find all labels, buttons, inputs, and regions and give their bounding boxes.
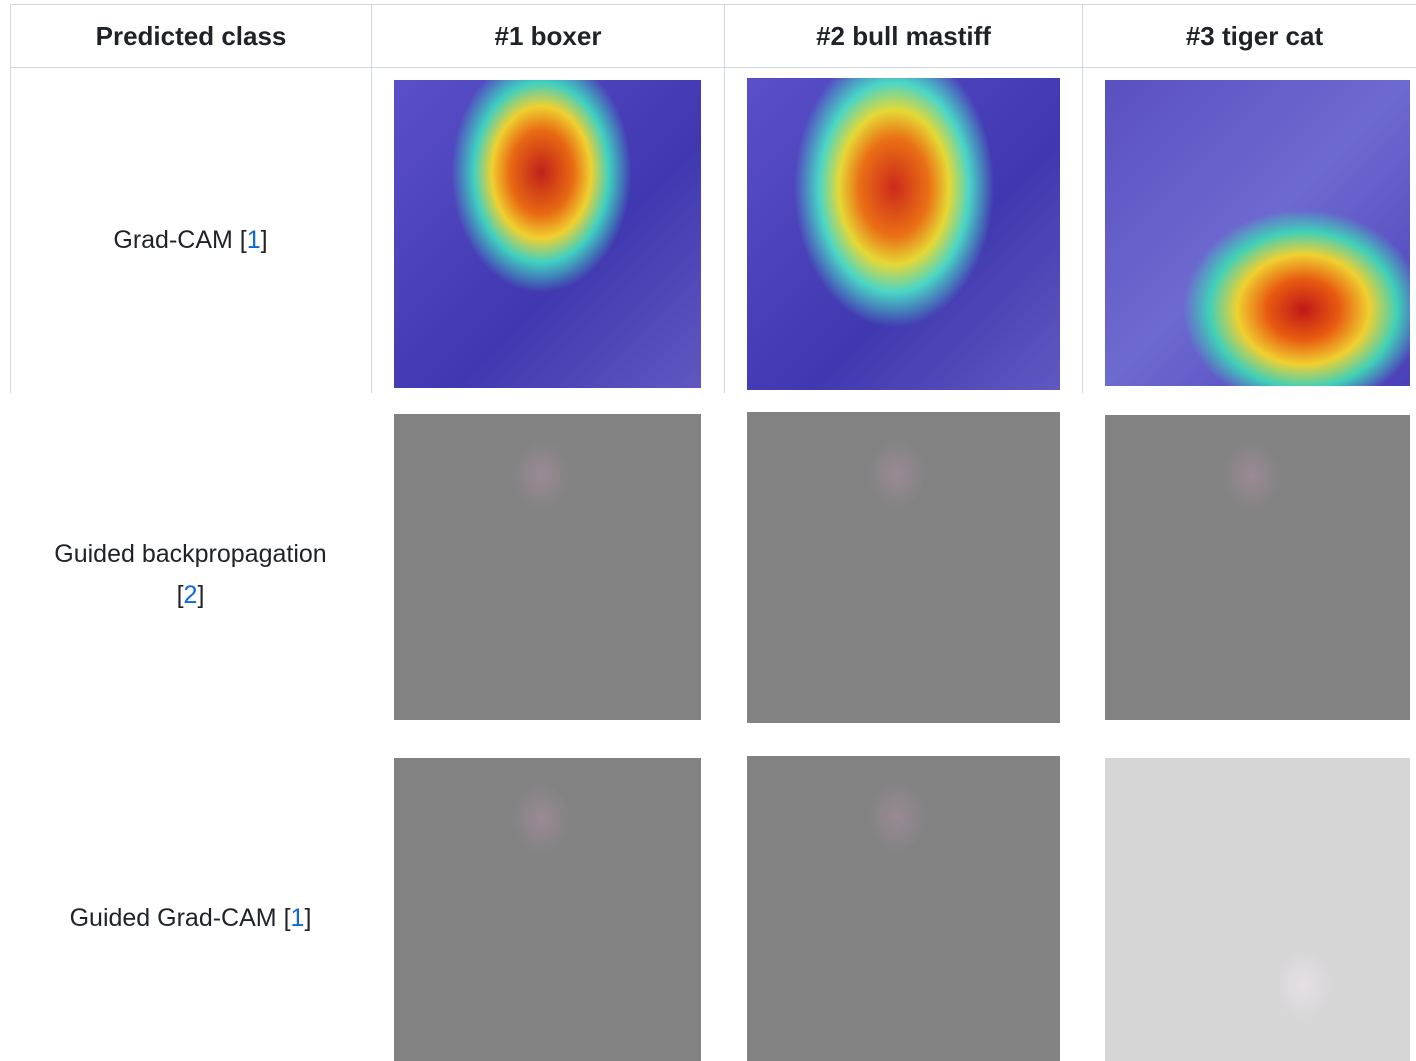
page: Predicted class #1 boxer #2 bull mastiff… <box>0 0 1416 1061</box>
heatmap-image <box>1105 80 1410 386</box>
label-text: Grad-CAM [1] <box>113 220 267 261</box>
header-cell: #1 boxer <box>371 4 725 68</box>
bracket: [ <box>284 904 291 932</box>
header-cell: #2 bull mastiff <box>724 4 1083 68</box>
header-cell: Predicted class <box>10 4 372 68</box>
gradient-image <box>747 756 1060 1061</box>
bracket: [ <box>177 581 184 609</box>
label: Guided Grad-CAM <box>70 904 277 932</box>
label: Guided backpropagation <box>54 540 326 568</box>
cell-border <box>724 68 725 393</box>
cell-border <box>1082 68 1083 393</box>
row-label: Guided Grad-CAM [1] <box>10 878 371 958</box>
reference-link[interactable]: 2 <box>184 581 198 609</box>
gradient-image <box>394 758 701 1061</box>
bracket: ] <box>261 226 268 254</box>
label: Grad-CAM <box>113 226 232 254</box>
bracket: ] <box>197 581 204 609</box>
label-text: Guided backpropagation [2] <box>54 534 326 616</box>
gradient-image <box>1105 758 1410 1061</box>
heatmap-image <box>394 80 701 388</box>
cell-border <box>371 68 372 393</box>
bracket: ] <box>304 904 311 932</box>
heatmap-image <box>747 78 1060 390</box>
gradient-image <box>1105 415 1410 720</box>
gradient-image <box>394 414 701 720</box>
gradient-image <box>747 412 1060 723</box>
header-cell: #3 tiger cat <box>1082 4 1416 68</box>
row-label: Grad-CAM [1] <box>10 200 371 280</box>
row-label: Guided backpropagation [2] <box>10 530 371 620</box>
reference-link[interactable]: 1 <box>291 904 305 932</box>
label-text: Guided Grad-CAM [1] <box>70 898 312 939</box>
bracket: [ <box>240 226 247 254</box>
reference-link[interactable]: 1 <box>247 226 261 254</box>
